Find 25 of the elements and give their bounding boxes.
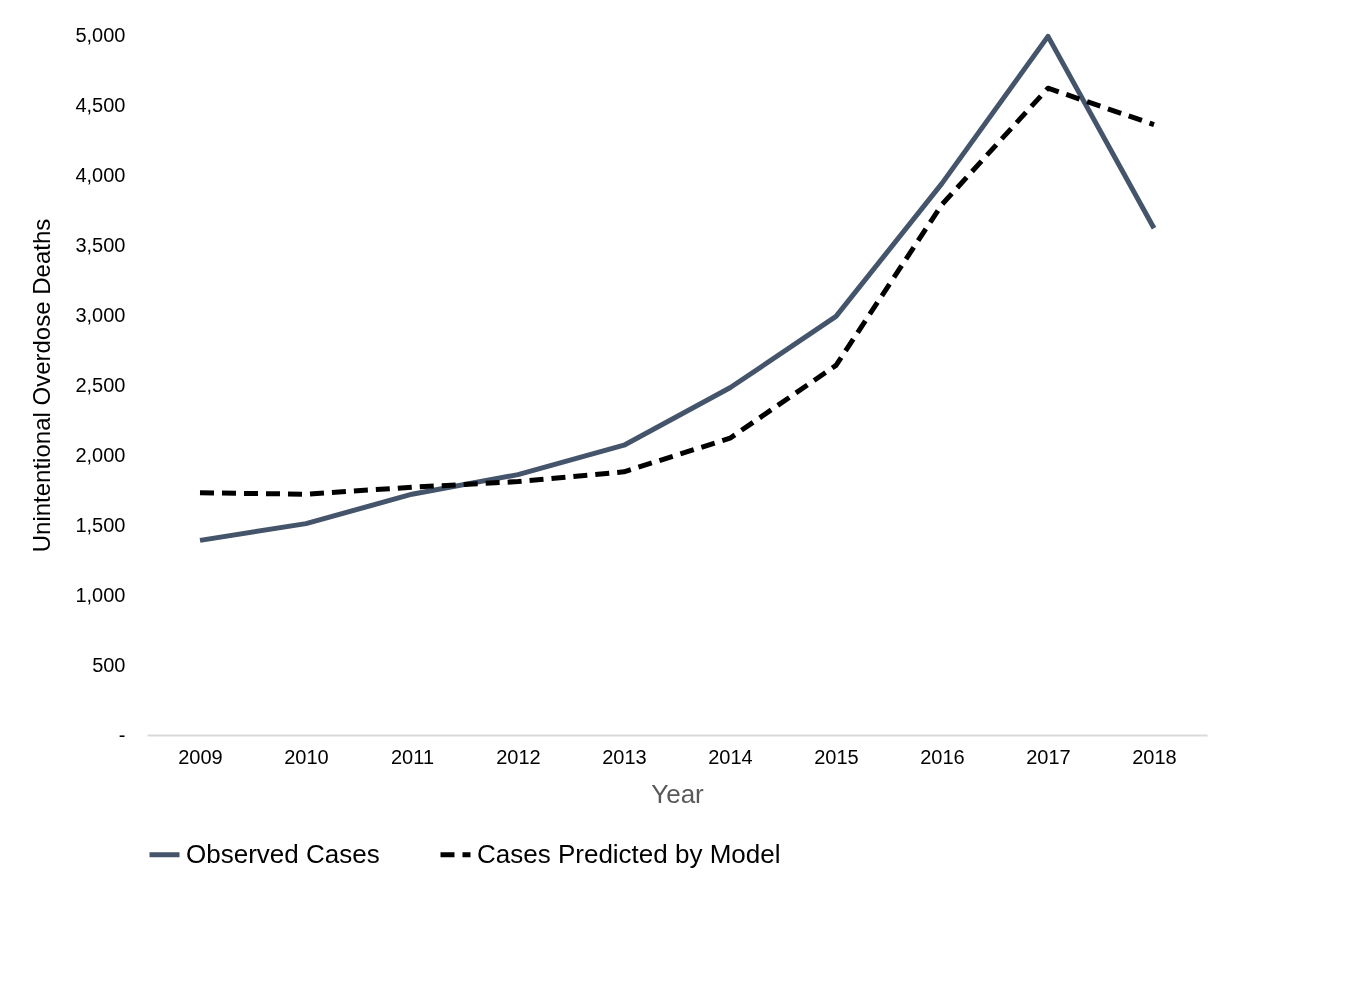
x-tick-label: 2013	[602, 745, 647, 768]
y-tick-label: 4,000	[75, 163, 126, 186]
x-tick-label: 2010	[284, 745, 329, 768]
y-tick-label: 4,500	[75, 93, 126, 116]
y-tick-label: 500	[92, 653, 126, 676]
y-tick-label: 5,000	[75, 23, 126, 46]
y-tick-label: 3,000	[75, 303, 126, 326]
x-tick-label: 2015	[814, 745, 859, 768]
y-tick-label: 1,500	[75, 513, 126, 536]
y-tick-label: 2,000	[75, 443, 126, 466]
legend-label: Observed Cases	[186, 838, 380, 869]
x-tick-label: 2016	[920, 745, 965, 768]
legend-label: Cases Predicted by Model	[477, 838, 781, 869]
y-tick-label: -	[118, 723, 126, 746]
y-tick-label: 1,000	[75, 583, 126, 606]
y-tick-label: 2,500	[75, 373, 126, 396]
x-tick-label: 2011	[390, 745, 435, 768]
x-tick-label: 2012	[496, 745, 541, 768]
x-tick-label: 2018	[1132, 745, 1177, 768]
y-axis-title: Unintentional Overdose Deaths	[28, 218, 56, 553]
y-tick-label: 3,500	[75, 233, 126, 256]
x-tick-label: 2014	[708, 745, 753, 768]
x-tick-label: 2009	[178, 745, 223, 768]
x-tick-label: 2017	[1026, 745, 1071, 768]
x-axis-title: Year	[651, 778, 705, 809]
